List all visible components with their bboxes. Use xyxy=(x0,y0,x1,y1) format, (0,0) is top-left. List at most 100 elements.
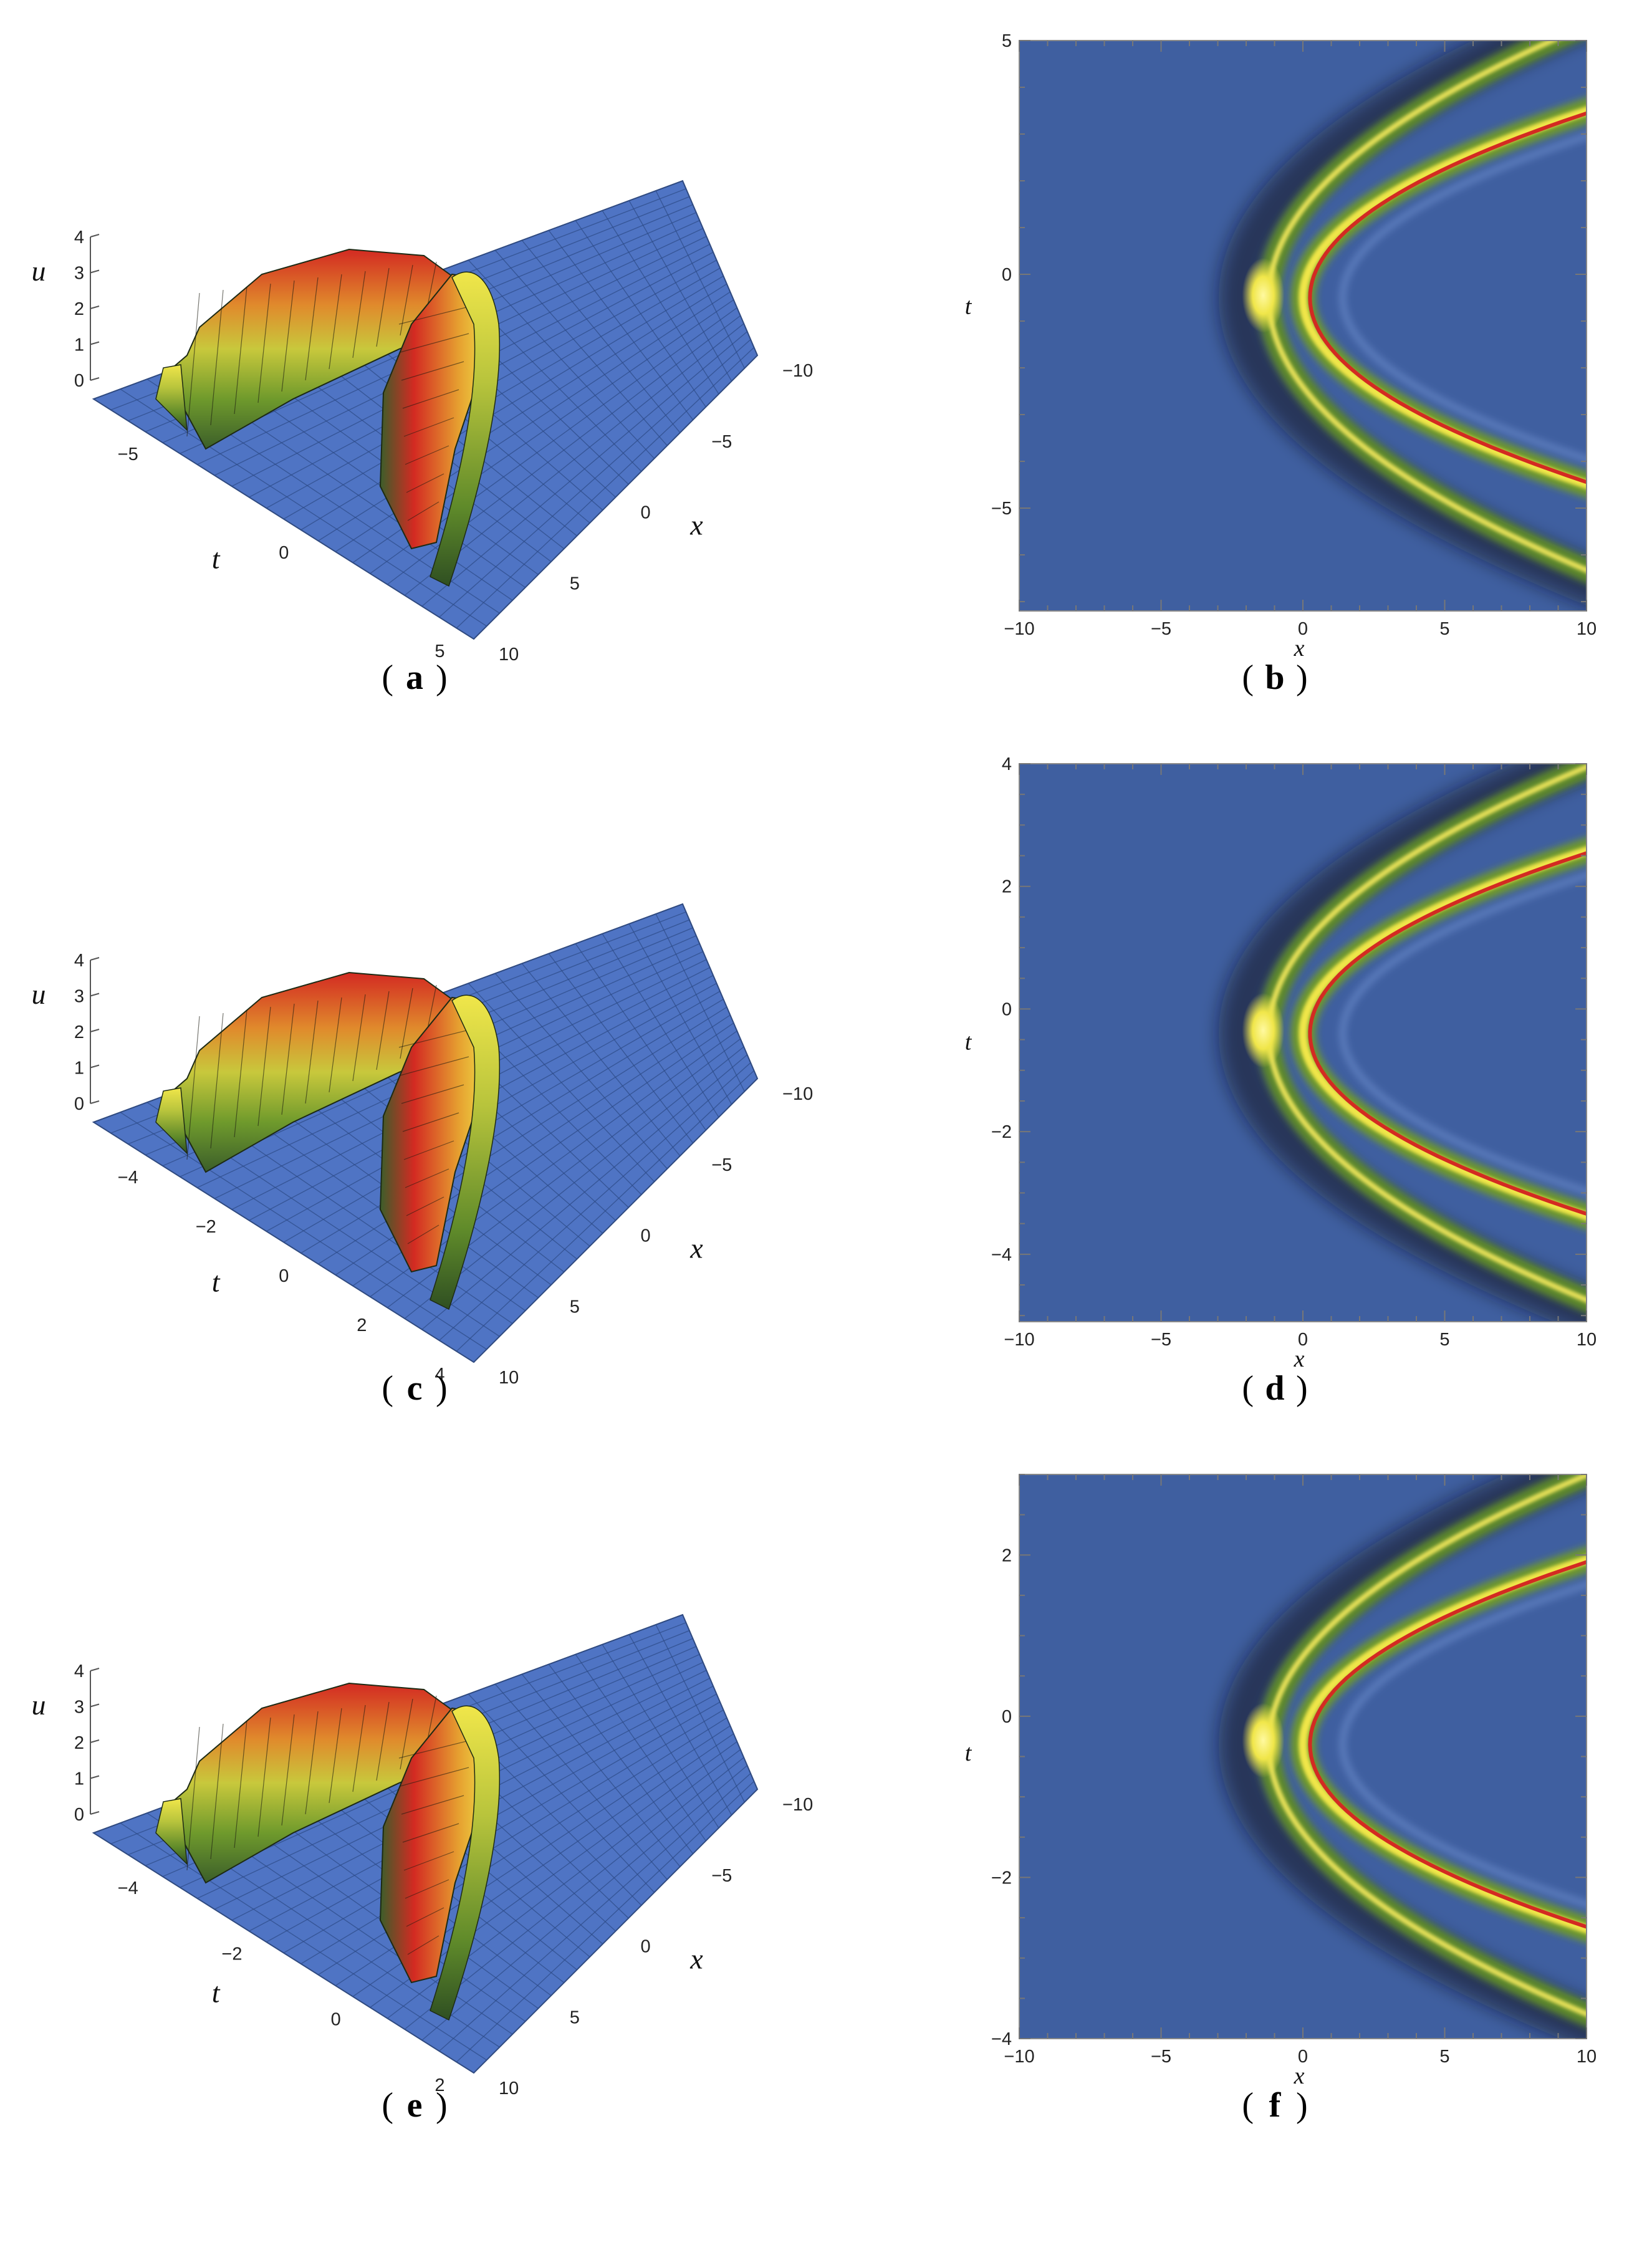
z-tick-mark xyxy=(90,1739,100,1743)
z-tick-label: 0 xyxy=(74,371,84,391)
surface-contour xyxy=(405,1879,449,1899)
mesh-line xyxy=(655,913,745,1092)
y-tick-label: 2 xyxy=(1002,877,1012,897)
shadow-halo xyxy=(1218,1474,1587,2039)
t-tick-label: 5 xyxy=(435,642,444,661)
inner-fringe xyxy=(1339,1581,1587,1908)
t-tick-label: −2 xyxy=(196,1217,216,1237)
surface-contour xyxy=(352,271,366,358)
surface-contour xyxy=(400,1056,469,1076)
x-axis-label: x xyxy=(1294,1346,1305,1372)
surface-contour xyxy=(186,1726,200,1871)
z-tick-label: 1 xyxy=(74,1059,84,1079)
surface-contour xyxy=(210,289,224,426)
surface-contour xyxy=(186,1016,200,1160)
x-tick-label: −10 xyxy=(1004,1330,1034,1350)
soliton-crest-tail xyxy=(430,994,501,1310)
surface-contour xyxy=(406,1907,444,1927)
caption-f: (f) xyxy=(1242,2086,1307,2125)
surface-contour xyxy=(186,292,200,437)
x-tick-label: −10 xyxy=(1004,619,1034,639)
caption-e: (e) xyxy=(382,2086,447,2125)
vertex-hotspot xyxy=(1242,257,1285,333)
x-tick-label: −5 xyxy=(1151,1330,1171,1350)
t-tick-label: 2 xyxy=(357,1315,367,1335)
z-tick-label: 0 xyxy=(74,1094,84,1114)
caption-open-paren: ( xyxy=(1242,1369,1254,1408)
y-tick-label: 0 xyxy=(1002,999,1012,1019)
x-tick-label: 10 xyxy=(1577,619,1597,639)
z-tick-mark xyxy=(90,305,100,309)
surface-contour xyxy=(402,389,459,409)
t-tick-label: −4 xyxy=(118,1878,138,1898)
shadow-halo xyxy=(1218,41,1587,606)
surface-contour xyxy=(257,283,271,403)
z-tick-label: 1 xyxy=(74,335,84,355)
t-tick-label: −4 xyxy=(118,1168,138,1188)
surface-contour xyxy=(329,1708,342,1804)
surface-contour xyxy=(401,1795,464,1815)
surface-contour xyxy=(405,1168,449,1188)
mesh-line xyxy=(421,331,748,607)
x-tick-label: 5 xyxy=(570,2007,580,2027)
x-tick-label: 5 xyxy=(1439,2047,1449,2067)
caption-a: (a) xyxy=(382,658,447,697)
surface-contour xyxy=(329,997,342,1093)
mesh-line xyxy=(421,1765,748,2041)
x-axis-label: x xyxy=(689,509,703,541)
z-tick-mark xyxy=(90,1029,100,1032)
inner-soliton-peak xyxy=(1308,1560,1587,1929)
z-tick-label: 2 xyxy=(74,1733,84,1753)
x-tick-label: −5 xyxy=(711,1155,732,1175)
surface-contour xyxy=(400,1767,469,1787)
mesh-line xyxy=(628,923,732,1105)
caption-letter: f xyxy=(1269,2086,1282,2125)
y-axis-label: t xyxy=(965,1740,972,1766)
mesh-line xyxy=(404,1757,744,2030)
soliton-wall-left xyxy=(164,248,463,450)
x-tick-label: −5 xyxy=(1151,2047,1171,2067)
mesh-line xyxy=(575,220,706,408)
soliton-wall-left xyxy=(164,971,463,1173)
t-axis-label: t xyxy=(212,1266,221,1298)
y-axis-label: t xyxy=(965,1029,972,1055)
surface-contour xyxy=(403,1140,454,1160)
x-tick-label: 5 xyxy=(570,574,580,594)
y-tick-label: −2 xyxy=(991,1868,1012,1888)
z-tick-label: 2 xyxy=(74,1022,84,1042)
t-tick-label: 2 xyxy=(435,2075,444,2095)
z-tick-mark xyxy=(90,1775,100,1779)
x-tick-label: 0 xyxy=(641,503,651,523)
z-tick-label: 4 xyxy=(74,951,84,971)
caption-open-paren: ( xyxy=(1242,658,1254,697)
x-tick-label: 5 xyxy=(1439,1330,1449,1350)
inner-soliton-peak xyxy=(1308,111,1587,484)
x-tick-label: 10 xyxy=(499,2079,519,2098)
x-tick-label: −10 xyxy=(782,1795,813,1815)
y-axis-label: t xyxy=(965,294,972,320)
mesh-line xyxy=(300,1709,724,1964)
y-tick-label: 0 xyxy=(1002,1707,1012,1727)
z-tick-label: 3 xyxy=(74,1698,84,1718)
surface-contour xyxy=(398,305,474,325)
mesh-line xyxy=(468,983,655,1182)
z-tick-label: 3 xyxy=(74,987,84,1007)
mesh-line xyxy=(521,240,681,433)
soliton-crest-tail xyxy=(430,271,501,587)
mesh-line xyxy=(404,1046,744,1319)
z-tick-label: 2 xyxy=(74,299,84,319)
caption-letter: d xyxy=(1265,1369,1284,1408)
mesh-line xyxy=(494,249,668,446)
x-tick-label: 10 xyxy=(1577,2047,1597,2067)
mesh-line xyxy=(655,1624,745,1802)
z-tick-mark xyxy=(90,377,100,381)
mesh-line xyxy=(494,1683,668,1880)
z-tick-mark xyxy=(90,957,100,961)
caption-close-paren: ) xyxy=(1296,658,1308,697)
surface-contour xyxy=(281,1714,295,1826)
z-tick-label: 4 xyxy=(74,228,84,248)
caption-letter: e xyxy=(407,2086,423,2125)
surface-contour xyxy=(398,1028,474,1048)
